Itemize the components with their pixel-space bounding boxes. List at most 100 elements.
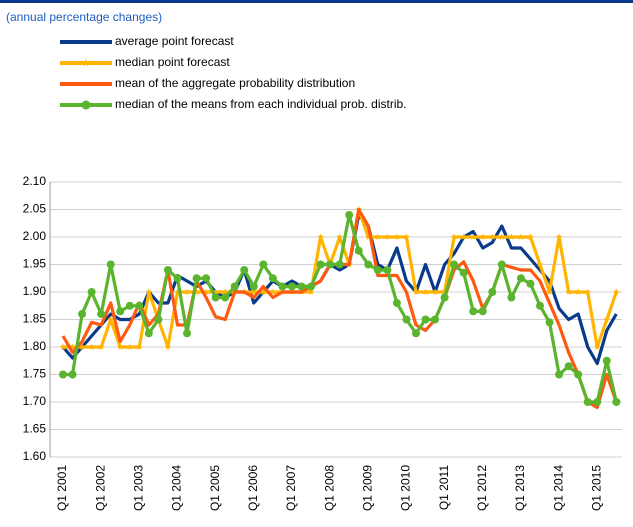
point: [546, 288, 553, 295]
point: [574, 288, 582, 295]
point: [326, 260, 335, 269]
point: [489, 233, 496, 240]
x-tick-label: Q1 2015: [589, 465, 603, 511]
y-tick-label: 1.80: [23, 339, 47, 353]
point: [240, 266, 249, 274]
x-tick-label: Q1 2013: [513, 465, 527, 511]
legend-marker: [82, 59, 90, 67]
point: [508, 233, 515, 240]
point: [144, 329, 153, 338]
point: [249, 282, 258, 291]
point: [516, 274, 525, 283]
y-tick-label: 2.10: [23, 174, 47, 188]
point: [421, 315, 430, 324]
point: [403, 233, 410, 240]
point: [459, 268, 468, 277]
point: [116, 307, 125, 316]
x-tick-label: Q1 2004: [170, 465, 184, 511]
point: [307, 288, 315, 295]
chart-subtitle: (annual percentage changes): [6, 10, 162, 24]
point: [402, 315, 411, 324]
point: [536, 261, 544, 268]
y-tick-label: 1.95: [23, 257, 47, 271]
point: [136, 343, 143, 350]
point: [97, 343, 105, 350]
x-tick-label: Q1 2009: [360, 465, 374, 511]
point: [555, 370, 564, 379]
point: [564, 362, 573, 371]
legend-marker: [81, 100, 91, 110]
point: [221, 293, 230, 302]
point: [450, 260, 459, 269]
legend-label: median of the means from each individual…: [115, 97, 407, 111]
point: [126, 343, 134, 350]
point: [287, 282, 296, 291]
point: [317, 233, 324, 240]
point: [164, 343, 172, 350]
point: [68, 370, 77, 379]
x-tick-label: Q1 2005: [208, 465, 222, 511]
point: [307, 282, 316, 291]
point: [88, 343, 95, 350]
point: [335, 260, 344, 269]
y-tick-label: 1.85: [23, 312, 47, 326]
top-rule: [0, 0, 633, 3]
point: [469, 307, 478, 316]
x-tick-label: Q1 2006: [246, 465, 260, 511]
x-tick-label: Q1 2011: [437, 465, 451, 510]
point: [517, 233, 525, 240]
x-tick-label: Q1 2007: [284, 465, 298, 511]
point: [163, 266, 172, 274]
point: [211, 293, 220, 302]
point: [384, 233, 391, 240]
point: [192, 274, 201, 283]
y-tick-label: 1.90: [23, 284, 47, 298]
point: [526, 279, 535, 288]
point: [345, 211, 354, 219]
point: [193, 288, 200, 295]
point: [183, 288, 191, 295]
point: [411, 329, 420, 338]
point: [497, 260, 506, 269]
point: [431, 315, 440, 324]
x-tick-label: Q1 2002: [93, 465, 107, 511]
y-tick-label: 2.00: [23, 229, 47, 243]
legend-label: median point forecast: [115, 55, 230, 69]
point: [593, 398, 602, 406]
point: [183, 329, 192, 338]
point: [431, 288, 439, 295]
point: [545, 318, 554, 327]
point: [584, 288, 591, 295]
point: [87, 288, 96, 296]
point: [373, 266, 382, 274]
point: [593, 343, 601, 350]
point: [555, 233, 563, 240]
y-tick-label: 2.05: [23, 202, 47, 216]
point: [488, 288, 497, 296]
point: [297, 282, 306, 291]
y-tick-label: 1.70: [23, 394, 47, 408]
point: [527, 233, 534, 240]
point: [59, 370, 67, 379]
point: [154, 315, 163, 324]
point: [268, 274, 277, 283]
legend-label: average point forecast: [115, 34, 234, 48]
point: [392, 299, 401, 307]
y-tick-label: 1.65: [23, 422, 47, 436]
point: [613, 288, 620, 295]
point: [116, 343, 124, 350]
point: [260, 288, 267, 295]
point: [602, 356, 611, 365]
y-tick-label: 1.60: [23, 449, 47, 463]
legend-label: mean of the aggregate probability distri…: [115, 76, 355, 90]
point: [422, 288, 429, 295]
point: [107, 316, 114, 323]
point: [259, 260, 268, 269]
point: [364, 260, 373, 269]
x-tick-label: Q1 2010: [399, 465, 413, 511]
point: [412, 288, 420, 295]
point: [106, 260, 115, 269]
point: [78, 343, 86, 350]
series-line: [61, 213, 618, 366]
